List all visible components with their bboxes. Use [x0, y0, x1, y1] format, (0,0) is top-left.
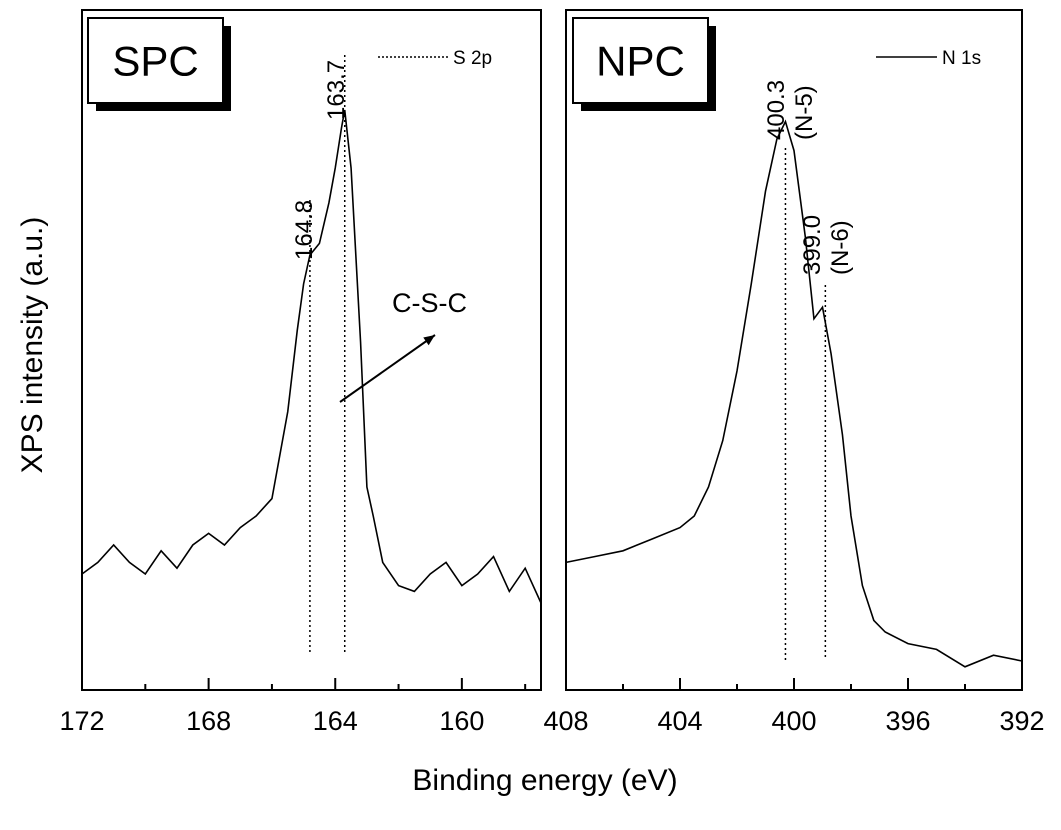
plot-frame [81, 9, 542, 691]
annotation-arrow [339, 334, 436, 403]
panel-label-box [572, 17, 709, 104]
x-tick-label: 392 [999, 706, 1044, 736]
series-line [565, 119, 1023, 668]
panel-npc: 408 404 400 396 392 NPC N 1s 400.3 (N-5) 399.0 (N-… [543, 9, 1045, 736]
x-tick-label: 404 [657, 706, 702, 736]
peak-label: 163.7 [323, 60, 350, 120]
peak-label: 400.3 [763, 80, 790, 140]
panel-spc: 172 168 164 160 SPC S 2p 164.8 163.7 C-S-C [59, 9, 542, 736]
legend-label: S 2p [453, 48, 492, 69]
x-tick-label: 160 [439, 706, 484, 736]
peak-label: 164.8 [291, 200, 318, 260]
annotation-label: C-S-C [392, 288, 467, 318]
peak-sublabel: (N-6) [827, 220, 854, 275]
x-tick-label: 168 [186, 706, 231, 736]
legend-label: N 1s [942, 48, 981, 69]
panel-label: SPC [112, 38, 198, 85]
x-tick-label: 164 [313, 706, 358, 736]
x-tick-label: 172 [59, 706, 104, 736]
y-axis-title: XPS intensity (a.u.) [16, 217, 49, 474]
annotation-arrowhead [423, 335, 435, 346]
x-tick-label: 396 [885, 706, 930, 736]
x-tick-label: 400 [771, 706, 816, 736]
panel-label-box [87, 17, 224, 104]
series-line [81, 109, 542, 604]
peak-label: 399.0 [799, 215, 826, 275]
x-axis-title: Binding energy (eV) [412, 764, 677, 797]
peak-sublabel: (N-5) [791, 85, 818, 140]
x-tick-label: 408 [543, 706, 588, 736]
panel-label: NPC [596, 38, 685, 85]
